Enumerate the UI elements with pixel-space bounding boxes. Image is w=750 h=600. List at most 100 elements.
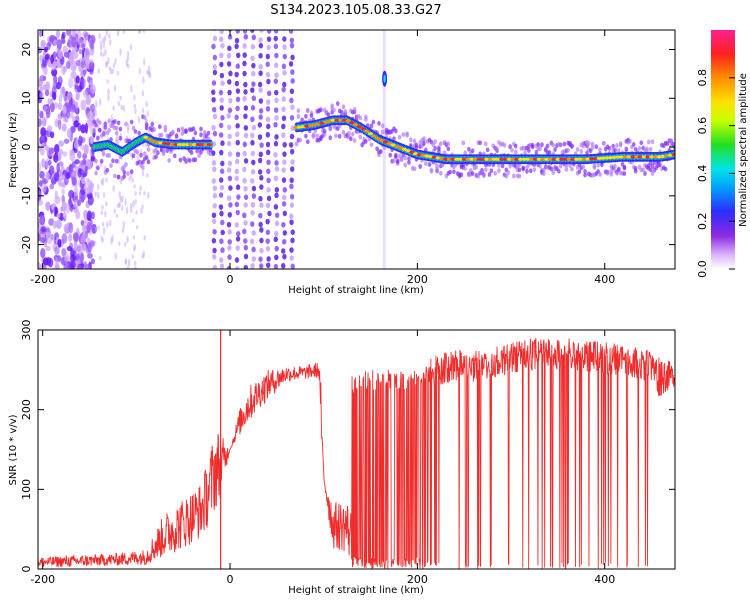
spectrogram-noise-dot xyxy=(89,39,94,50)
spectrogram-stripe-dot xyxy=(242,141,247,148)
spectrogram-stripe-dot xyxy=(234,168,239,175)
spectrogram-trace-halo xyxy=(613,163,617,169)
spectrogram-trace-halo xyxy=(570,166,574,172)
spectrogram-stripe-dot xyxy=(243,220,248,226)
spectrogram-trace-core xyxy=(405,149,411,153)
spectrogram-noise-dot xyxy=(114,58,117,65)
spectrogram-stripe-dot xyxy=(266,168,271,175)
spectrogram-stripe-dot xyxy=(219,238,224,245)
spectrogram-trace-halo xyxy=(497,168,501,174)
spectrogram-trace-halo xyxy=(191,126,196,132)
spectrogram-trace-core xyxy=(461,157,467,161)
spectrogram-trace-halo xyxy=(111,158,115,164)
spectrogram-noise-dot xyxy=(65,172,71,179)
spectrogram-stripe-dot xyxy=(258,221,263,228)
snr-ytick-label: 0 xyxy=(20,566,33,573)
spectrogram-noise-dot xyxy=(117,138,120,145)
spectrogram-stripe-dot xyxy=(274,245,279,252)
spectrogram-stripe-dot xyxy=(258,87,263,93)
spectrogram-trace-halo xyxy=(394,154,398,160)
spectrogram-stripe-dot xyxy=(242,52,247,58)
spectrogram-trace-halo xyxy=(379,149,383,154)
spectrogram-stripe-dot xyxy=(227,124,232,131)
spectrogram-stripe-dot xyxy=(234,80,240,87)
spectrogram-noise-dot xyxy=(39,91,44,101)
spectrogram-noise-dot xyxy=(49,102,55,113)
spectrogram-noise-dot xyxy=(110,237,113,245)
spectrogram-stripe-dot xyxy=(290,237,295,244)
spectrogram-noise-dot xyxy=(77,168,82,178)
spectrogram-trace-halo xyxy=(407,160,411,165)
spectrogram-trace-core xyxy=(161,141,167,145)
spectrogram-stripe-dot xyxy=(227,45,232,52)
spectrogram-noise-dot xyxy=(67,39,71,48)
spectrogram-noise-dot xyxy=(124,259,127,265)
spectrogram-stripe-dot xyxy=(212,166,217,173)
spectrogram-stripe-dot xyxy=(281,248,286,254)
spectrogram-stripe-dot xyxy=(266,177,271,184)
spectrogram-noise-dot xyxy=(141,204,144,209)
spectrogram-trace-halo xyxy=(448,169,452,175)
spectrogram-noise-dot xyxy=(135,210,138,215)
spectrogram-trace-halo xyxy=(146,159,151,165)
spectrogram-noise-dot xyxy=(55,256,59,267)
spectrogram-stripe-dot xyxy=(289,177,294,184)
spectrogram-trace-halo xyxy=(523,150,527,156)
spectrogram-stripe-dot xyxy=(220,140,225,147)
spectrogram-stripe-dot xyxy=(289,133,295,140)
spectrogram-trace-core xyxy=(420,153,426,157)
spectrogram-stripe-dot xyxy=(257,157,263,164)
spectrogram-stripe-dot xyxy=(266,78,271,85)
spectrogram-noise-dot xyxy=(38,199,44,206)
spectrogram-trace-core xyxy=(311,123,317,127)
spectrogram-trace-core xyxy=(551,157,557,161)
spectrogram-noise-dot xyxy=(48,147,55,154)
spectrogram-stripe-dot xyxy=(251,70,256,77)
spectrogram-trace-halo xyxy=(150,121,155,127)
spectrogram-trace-core xyxy=(604,156,610,160)
spectrogram-stripe-dot xyxy=(211,124,216,131)
spectrogram-trace-halo xyxy=(412,138,417,144)
spectrogram-stripe-dot xyxy=(290,104,295,111)
spectrogram-trace-core xyxy=(566,157,572,161)
spectrogram-stripe-dot xyxy=(281,123,286,130)
spectrogram-noise-dot xyxy=(88,240,95,247)
spectrogram-ytick-label: -10 xyxy=(20,187,33,205)
spectrogram-noise-dot xyxy=(145,70,149,75)
spectrogram-trace-core xyxy=(199,143,205,147)
spectrogram-stripe-dot xyxy=(234,114,239,121)
spectrogram-noise-dot xyxy=(106,221,109,228)
spectrogram-trace-core xyxy=(173,143,179,147)
spectrogram-stripe-dot xyxy=(258,37,263,43)
snr-ylabel: SNR (10 * v/v) xyxy=(8,414,19,485)
spectrogram-stripe-dot xyxy=(227,239,232,245)
spectrogram-stripe-dot xyxy=(220,219,225,226)
spectrogram-noise-dot xyxy=(63,51,70,58)
spectrogram-trace-core xyxy=(521,157,527,161)
spectrogram-stripe-dot xyxy=(242,95,247,102)
spectrogram-trace-halo xyxy=(592,164,597,170)
spectrogram-noise-dot xyxy=(68,233,73,242)
spectrogram-trace-halo xyxy=(500,163,505,169)
spectrogram-stripe-dot xyxy=(211,237,217,244)
spectrogram-trace-halo xyxy=(624,146,629,152)
spectrogram-trace-core xyxy=(154,140,160,144)
spectrogram-stripe-dot xyxy=(259,227,264,233)
spectrogram-trace-halo xyxy=(126,171,130,176)
spectrogram-noise-dot xyxy=(126,63,130,69)
spectrogram-stripe-dot xyxy=(266,99,271,105)
spectrogram-trace-halo xyxy=(551,142,556,148)
spectrogram-stripe-dot xyxy=(290,78,295,84)
spectrogram-trace-halo xyxy=(167,158,171,163)
spectrogram-trace-halo xyxy=(369,123,374,129)
spectrogram-noise-dot xyxy=(80,99,87,111)
spectrogram-trace-halo xyxy=(570,143,574,149)
spectrogram-trace-halo xyxy=(122,169,126,175)
spectrogram-noise-dot xyxy=(107,56,110,65)
spectrogram-trace-halo xyxy=(397,134,402,140)
spectrogram-noise-dot xyxy=(77,199,82,207)
spectrogram-trace-halo xyxy=(422,141,426,146)
spectrogram-trace-core xyxy=(514,157,520,161)
spectrogram-noise-dot xyxy=(139,148,142,154)
spectrogram-noise-dot xyxy=(57,76,63,87)
